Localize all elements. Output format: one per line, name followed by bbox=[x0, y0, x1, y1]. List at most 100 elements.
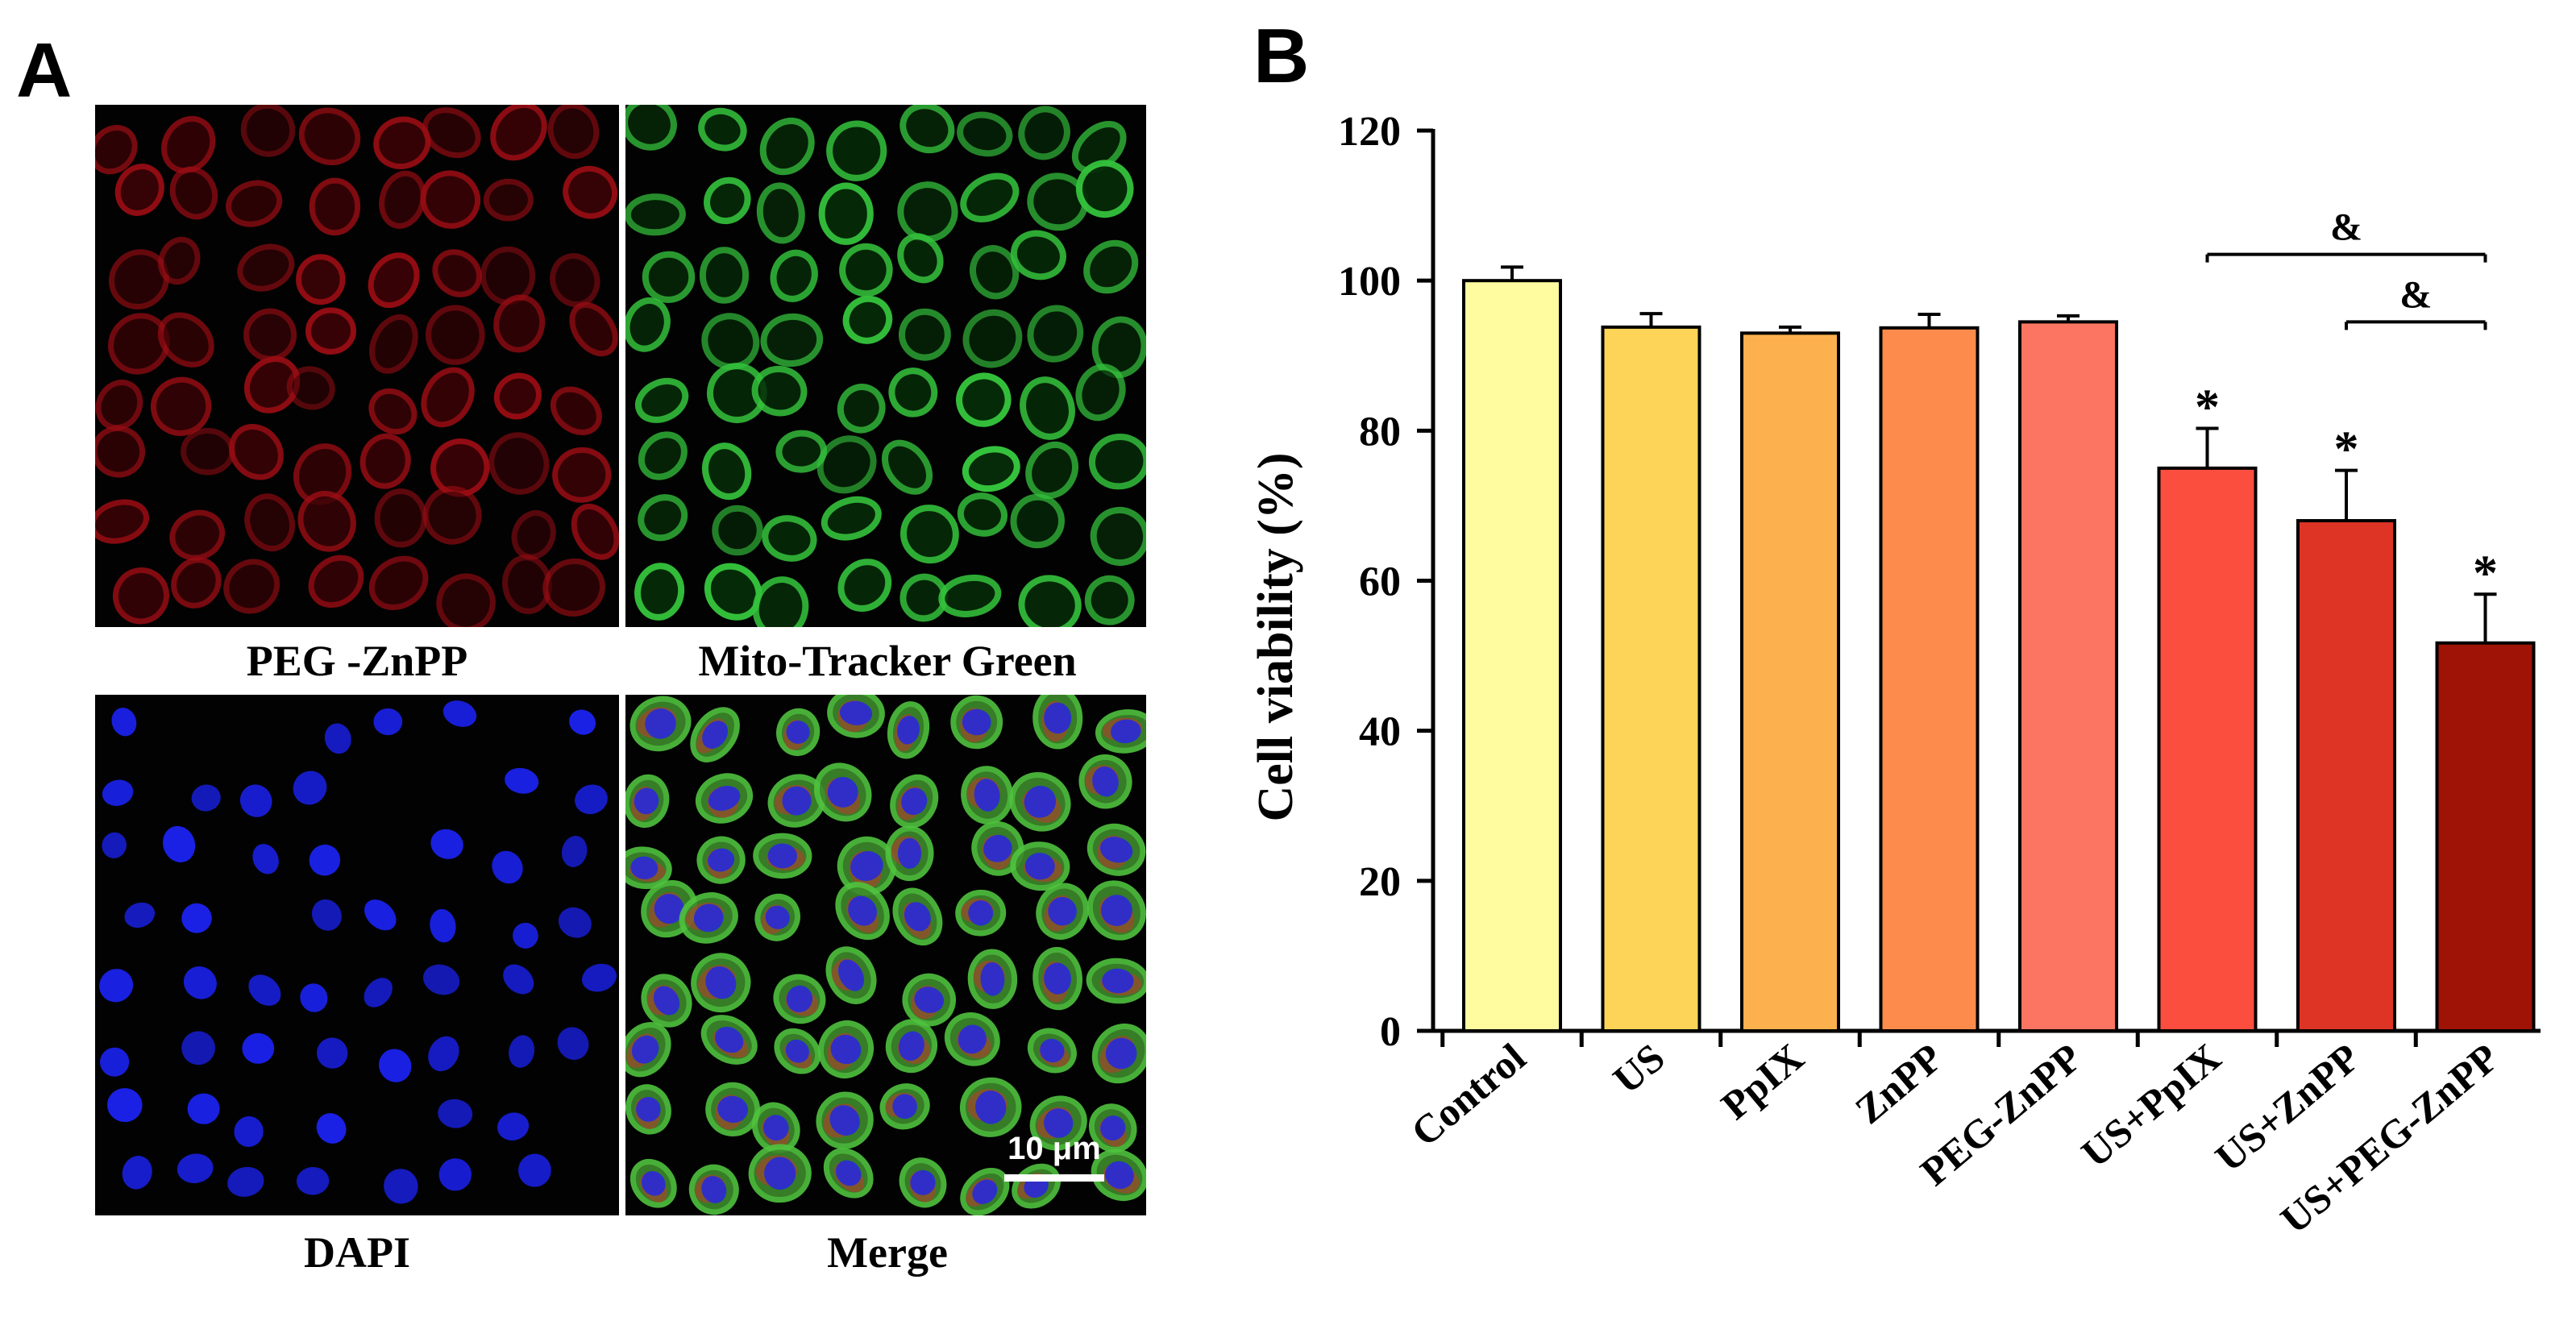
cell bbox=[887, 701, 930, 759]
cell bbox=[700, 1015, 758, 1065]
cell bbox=[888, 368, 938, 417]
x-tick-label: US+PpIX bbox=[2073, 1035, 2229, 1177]
cell bbox=[569, 301, 618, 357]
cell bbox=[625, 193, 686, 236]
cell bbox=[960, 1168, 1010, 1215]
cell bbox=[296, 254, 346, 305]
cell bbox=[1020, 376, 1075, 440]
cell bbox=[892, 887, 943, 946]
y-tick-label: 80 bbox=[1359, 409, 1401, 455]
y-axis-title: Cell viability (%) bbox=[1249, 452, 1303, 821]
cell bbox=[625, 1084, 671, 1135]
cell bbox=[122, 1156, 152, 1190]
cell bbox=[1090, 506, 1146, 567]
cell bbox=[425, 305, 485, 365]
cell bbox=[169, 166, 218, 220]
scale-bar: 10 μm bbox=[998, 1132, 1111, 1197]
cell bbox=[1086, 823, 1146, 876]
cell bbox=[430, 438, 490, 497]
cell bbox=[107, 1088, 143, 1123]
bar bbox=[2018, 320, 2118, 1032]
cell bbox=[679, 892, 738, 944]
cell bbox=[638, 431, 688, 480]
panel-b-label: B bbox=[1253, 13, 1310, 99]
cell bbox=[817, 1020, 875, 1079]
cell bbox=[1027, 305, 1084, 363]
cell bbox=[1018, 106, 1070, 160]
cell bbox=[242, 1032, 275, 1064]
cell bbox=[897, 233, 944, 284]
cell bbox=[563, 165, 617, 219]
cell bbox=[625, 1022, 671, 1078]
cell bbox=[1083, 239, 1139, 294]
micrograph-mito-tracker bbox=[625, 105, 1146, 627]
cell bbox=[124, 902, 156, 928]
cell bbox=[187, 1093, 220, 1124]
cell bbox=[759, 117, 815, 176]
y-tick-label: 60 bbox=[1359, 559, 1401, 605]
cell bbox=[150, 376, 212, 436]
cell bbox=[1018, 575, 1082, 627]
cell bbox=[252, 844, 279, 874]
cell bbox=[625, 774, 670, 829]
cell bbox=[1010, 841, 1070, 891]
cell bbox=[762, 515, 817, 562]
bar bbox=[2296, 519, 2396, 1032]
cell bbox=[492, 850, 523, 884]
x-tick-label: US bbox=[1605, 1035, 1673, 1103]
cell bbox=[428, 1036, 459, 1072]
cell bbox=[309, 177, 361, 236]
cell bbox=[1032, 946, 1082, 1011]
cell bbox=[234, 1116, 264, 1147]
x-tick-label: Control bbox=[1402, 1034, 1534, 1155]
micrograph-label-mito-tracker: Mito-Tracker Green bbox=[698, 637, 1077, 685]
cell bbox=[420, 170, 481, 229]
scale-bar-label: 10 μm bbox=[1008, 1131, 1101, 1166]
cell bbox=[430, 908, 456, 943]
cell bbox=[305, 307, 356, 355]
cell bbox=[816, 1091, 874, 1149]
cell bbox=[756, 182, 805, 244]
cell bbox=[959, 1077, 1022, 1137]
cell bbox=[961, 766, 1014, 825]
cell bbox=[191, 784, 221, 812]
y-tick-label: 0 bbox=[1380, 1009, 1401, 1055]
bar bbox=[2435, 641, 2536, 1032]
cell bbox=[95, 380, 143, 430]
cell bbox=[384, 1169, 418, 1204]
cell bbox=[823, 1148, 874, 1198]
y-tick-label: 120 bbox=[1338, 109, 1401, 155]
cell bbox=[625, 297, 671, 352]
cell bbox=[293, 771, 327, 805]
cell bbox=[513, 922, 538, 949]
cell bbox=[497, 1112, 530, 1141]
significance-star: * bbox=[2334, 422, 2359, 477]
cell bbox=[368, 555, 429, 610]
cell bbox=[296, 1166, 330, 1195]
cell bbox=[1075, 160, 1134, 218]
cell bbox=[95, 426, 146, 478]
cell bbox=[962, 446, 1020, 492]
cell bbox=[240, 105, 296, 157]
cell bbox=[971, 820, 1024, 876]
cell bbox=[542, 558, 605, 617]
cell bbox=[634, 563, 685, 621]
cell bbox=[244, 493, 295, 552]
cell bbox=[493, 294, 546, 353]
cell bbox=[227, 1166, 264, 1197]
cell bbox=[421, 367, 475, 428]
cell bbox=[967, 949, 1018, 1009]
comparison-mark: & bbox=[2330, 206, 2362, 249]
micrograph-dapi bbox=[95, 695, 619, 1215]
cell bbox=[309, 844, 341, 876]
cell bbox=[955, 889, 1007, 937]
micrograph-label-peg-znpp: PEG -ZnPP bbox=[246, 637, 468, 685]
cell bbox=[1095, 709, 1146, 754]
significance-star: * bbox=[2195, 380, 2220, 435]
cell bbox=[550, 386, 602, 435]
cell bbox=[702, 442, 752, 501]
cell bbox=[436, 573, 496, 627]
cell bbox=[634, 377, 689, 423]
cell bbox=[379, 1049, 412, 1082]
cell bbox=[1009, 772, 1071, 832]
